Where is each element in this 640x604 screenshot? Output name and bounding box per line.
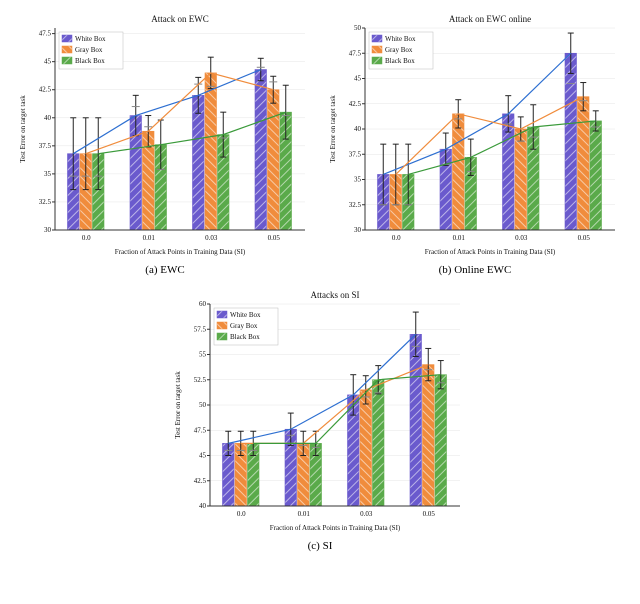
svg-text:47.5: 47.5 <box>194 426 207 434</box>
svg-text:0.0: 0.0 <box>82 234 91 242</box>
svg-text:45: 45 <box>199 452 207 460</box>
series-line <box>383 53 571 174</box>
caption-si: (c) SI <box>170 540 470 552</box>
svg-text:Gray Box: Gray Box <box>385 46 413 54</box>
chart-title: Attack on EWC <box>151 14 209 24</box>
bar <box>255 70 267 230</box>
svg-text:37.5: 37.5 <box>39 142 52 150</box>
caption-online-ewc: (b) Online EWC <box>325 264 625 276</box>
bar <box>578 97 590 230</box>
bar <box>193 95 205 230</box>
svg-text:30: 30 <box>354 226 362 234</box>
svg-text:0.05: 0.05 <box>268 234 281 242</box>
svg-text:45: 45 <box>354 75 362 83</box>
svg-text:0.03: 0.03 <box>360 510 373 518</box>
svg-text:White Box: White Box <box>230 311 261 319</box>
svg-text:40: 40 <box>199 502 207 510</box>
svg-text:47.5: 47.5 <box>39 30 52 38</box>
svg-text:52.5: 52.5 <box>194 376 207 384</box>
svg-text:0.01: 0.01 <box>298 510 311 518</box>
bar <box>423 365 435 506</box>
svg-text:Test Error on target task: Test Error on target task <box>19 95 27 163</box>
bar <box>435 375 447 506</box>
svg-text:50: 50 <box>199 401 207 409</box>
svg-text:White Box: White Box <box>75 35 106 43</box>
svg-text:50: 50 <box>354 24 362 32</box>
svg-text:42.5: 42.5 <box>349 100 362 108</box>
legend: White Box Gray Box Black Box <box>59 32 123 69</box>
legend: White Box Gray Box Black Box <box>214 308 278 345</box>
svg-text:Test Error on target task: Test Error on target task <box>174 371 182 439</box>
caption-ewc: (a) EWC <box>15 264 315 276</box>
bar <box>453 114 465 230</box>
bar <box>373 380 385 506</box>
svg-text:Fraction of Attack Points in T: Fraction of Attack Points in Training Da… <box>425 248 556 256</box>
svg-text:Black Box: Black Box <box>385 57 415 65</box>
bar <box>515 129 527 230</box>
svg-text:55: 55 <box>199 351 207 359</box>
svg-text:Test Error on target task: Test Error on target task <box>329 95 337 163</box>
svg-text:60: 60 <box>199 300 207 308</box>
panel-si: Attacks on SI 40 42.5 45 47.5 50 52.5 55 57.5 60 0… <box>170 286 470 552</box>
svg-text:Fraction of Attack Points in T: Fraction of Attack Points in Training Da… <box>115 248 246 256</box>
svg-text:0.01: 0.01 <box>143 234 156 242</box>
svg-text:0.05: 0.05 <box>578 234 591 242</box>
series-line <box>241 365 429 444</box>
bar <box>410 334 422 506</box>
svg-text:White Box: White Box <box>385 35 416 43</box>
series-line <box>396 97 584 175</box>
svg-text:40: 40 <box>354 125 362 133</box>
panel-ewc: Attack on EWC 30 32.5 35 37.5 40 42.5 45 47.5 0.0… <box>15 10 315 276</box>
svg-text:40: 40 <box>44 114 52 122</box>
svg-text:35: 35 <box>44 170 52 178</box>
svg-text:Black Box: Black Box <box>230 333 260 341</box>
svg-text:0.03: 0.03 <box>515 234 528 242</box>
svg-text:Gray Box: Gray Box <box>230 322 258 330</box>
chart-si: Attacks on SI 40 42.5 45 47.5 50 52.5 55 57.5 60 0… <box>170 286 470 536</box>
svg-text:30: 30 <box>44 226 52 234</box>
chart-title: Attacks on SI <box>311 290 360 300</box>
svg-text:0.0: 0.0 <box>237 510 246 518</box>
chart-title: Attack on EWC online <box>449 14 531 24</box>
bar <box>360 390 372 506</box>
svg-text:Gray Box: Gray Box <box>75 46 103 54</box>
chart-online-ewc: Attack on EWC online 30 32.5 35 37.5 40 42.5 45… <box>325 10 625 260</box>
bar <box>268 90 280 230</box>
svg-text:0.0: 0.0 <box>392 234 401 242</box>
legend: White Box Gray Box Black Box <box>369 32 433 69</box>
svg-text:57.5: 57.5 <box>194 325 207 333</box>
svg-text:37.5: 37.5 <box>349 150 362 158</box>
figure-grid: Attack on EWC 30 32.5 35 37.5 40 42.5 45 47.5 0.0… <box>10 10 630 552</box>
svg-text:45: 45 <box>44 58 52 66</box>
svg-text:42.5: 42.5 <box>39 86 52 94</box>
chart-ewc: Attack on EWC 30 32.5 35 37.5 40 42.5 45 47.5 0.0… <box>15 10 315 260</box>
svg-text:Black Box: Black Box <box>75 57 105 65</box>
svg-text:42.5: 42.5 <box>194 477 207 485</box>
svg-text:0.01: 0.01 <box>453 234 466 242</box>
svg-text:0.03: 0.03 <box>205 234 218 242</box>
svg-text:32.5: 32.5 <box>39 198 52 206</box>
bar <box>590 121 602 230</box>
bar <box>565 53 577 230</box>
svg-text:0.05: 0.05 <box>423 510 436 518</box>
bar <box>205 73 217 230</box>
svg-text:Fraction of Attack Points in T: Fraction of Attack Points in Training Da… <box>270 524 401 532</box>
svg-text:32.5: 32.5 <box>349 201 362 209</box>
series-line <box>73 70 261 154</box>
svg-text:47.5: 47.5 <box>349 49 362 57</box>
panel-online-ewc: Attack on EWC online 30 32.5 35 37.5 40 42.5 45… <box>325 10 625 276</box>
svg-text:35: 35 <box>354 176 362 184</box>
